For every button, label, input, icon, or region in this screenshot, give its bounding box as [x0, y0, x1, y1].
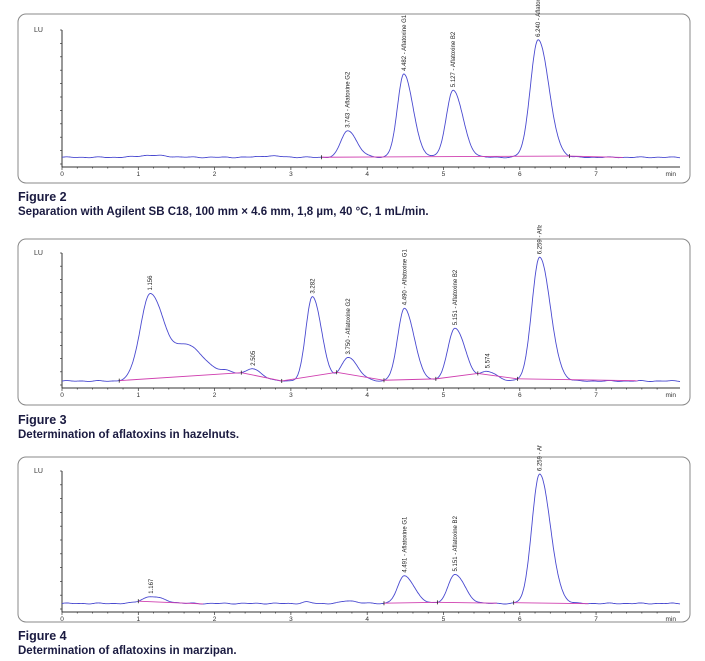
x-tick-label: 5 — [442, 616, 446, 623]
x-tick-label: 2 — [213, 171, 217, 178]
y-axis-label: LU — [34, 250, 43, 257]
x-tick-label: 4 — [365, 616, 369, 623]
integration-baseline — [138, 600, 204, 605]
chromatogram-figure-4: LU 0 1 2 3 4 5 6 7 min 1.167 4.491 - Aflatoxine G1 5… — [17, 445, 691, 623]
x-tick-label: 7 — [594, 171, 598, 178]
integration-baseline — [119, 372, 242, 382]
integration-baseline — [321, 155, 570, 158]
figure-2: LU 0 1 2 3 4 5 6 7 min 3.743 - Aflatoxine G2 4.482 … — [0, 0, 705, 230]
peak-label: 6.259 - Aflatoxine B1 — [538, 225, 544, 254]
x-tick-label: 4 — [365, 392, 369, 399]
x-tick-label: 6 — [518, 392, 522, 399]
x-tick-label: 0 — [60, 392, 64, 399]
integration-baseline — [513, 602, 589, 605]
integration-baseline — [477, 372, 518, 380]
integration-baseline — [281, 371, 337, 382]
peak-label: 2.505 — [251, 350, 257, 366]
integration-baseline — [437, 601, 497, 604]
x-tick-label: 5 — [442, 171, 446, 178]
x-tick-label: 3 — [289, 392, 293, 399]
peak-label: 5.151 - Aflatoxine B2 — [453, 515, 459, 571]
x-tick-label: 4 — [365, 171, 369, 178]
x-tick-label: 2 — [213, 616, 217, 623]
peak-label: 6.259 - Aflatoxine B1 — [538, 445, 544, 471]
peak-label: 6.240 - Aflatoxine B1 — [536, 0, 542, 37]
peak-label: 4.482 - Aflatoxine G1 — [402, 14, 408, 71]
x-tick-label: 2 — [213, 392, 217, 399]
chromatogram-figure-2: LU 0 1 2 3 4 5 6 7 min 3.743 - Aflatoxine G2 4.482 … — [17, 0, 691, 184]
figure-4: LU 0 1 2 3 4 5 6 7 min 1.167 4.491 - Aflatoxine G1 5… — [0, 445, 705, 661]
x-tick-label: 1 — [136, 171, 140, 178]
integration-baseline — [569, 155, 623, 158]
x-axis-label: min — [666, 392, 677, 399]
figure-caption: Separation with Agilent SB C18, 100 mm ×… — [18, 206, 429, 218]
x-tick-label: 0 — [60, 171, 64, 178]
peak-label: 3.743 - Aflatoxine G2 — [346, 71, 352, 128]
chart-frame — [17, 238, 691, 406]
x-tick-label: 6 — [518, 171, 522, 178]
peak-label: 3.750 - Aflatoxine G2 — [346, 298, 352, 355]
figure-caption: Determination of aflatoxins in hazelnuts… — [18, 429, 240, 441]
figure-label: Figure 3 — [18, 413, 67, 427]
peak-label: 5.574 — [485, 353, 491, 369]
x-tick-label: 3 — [289, 616, 293, 623]
x-tick-label: 6 — [518, 616, 522, 623]
figure-3: LU 0 1 2 3 4 5 6 7 min 1.156 2.505 3.282 3.750 - Afla… — [0, 225, 705, 450]
integration-baseline — [383, 378, 436, 381]
peak-label: 3.282 — [310, 278, 316, 294]
figure-label: Figure 4 — [18, 629, 67, 643]
integration-baseline — [336, 371, 385, 381]
integration-baseline — [517, 378, 639, 382]
integration-baseline — [435, 372, 478, 380]
peak-label: 4.490 - Aflatoxine G1 — [403, 249, 409, 306]
y-axis-label: LU — [34, 468, 43, 475]
peak-label: 4.491 - Aflatoxine G1 — [403, 516, 409, 573]
x-axis-label: min — [666, 616, 677, 623]
chromatogram-figure-3: LU 0 1 2 3 4 5 6 7 min 1.156 2.505 3.282 3.750 - Afla… — [17, 225, 691, 406]
chart-frame — [17, 456, 691, 623]
signal-trace — [61, 473, 681, 605]
x-tick-label: 0 — [60, 616, 64, 623]
figure-caption: Determination of aflatoxins in marzipan. — [18, 645, 237, 657]
peak-label: 5.127 - Aflatoxine B2 — [451, 31, 457, 87]
signal-trace — [61, 39, 680, 159]
peak-label: 1.167 — [149, 578, 155, 594]
x-tick-label: 7 — [594, 616, 598, 623]
chart-frame — [17, 13, 691, 184]
signal-trace — [61, 256, 681, 382]
x-tick-label: 5 — [442, 392, 446, 399]
x-tick-label: 7 — [594, 392, 598, 399]
integration-baseline — [383, 601, 438, 604]
peak-label: 1.156 — [148, 275, 154, 291]
peak-label: 5.151 - Aflatoxine B2 — [453, 269, 459, 325]
x-tick-label: 1 — [136, 392, 140, 399]
x-axis-label: min — [666, 171, 677, 178]
integration-baseline — [241, 372, 282, 382]
x-tick-label: 1 — [136, 616, 140, 623]
y-axis-label: LU — [34, 27, 43, 34]
figure-label: Figure 2 — [18, 190, 67, 204]
x-tick-label: 3 — [289, 171, 293, 178]
